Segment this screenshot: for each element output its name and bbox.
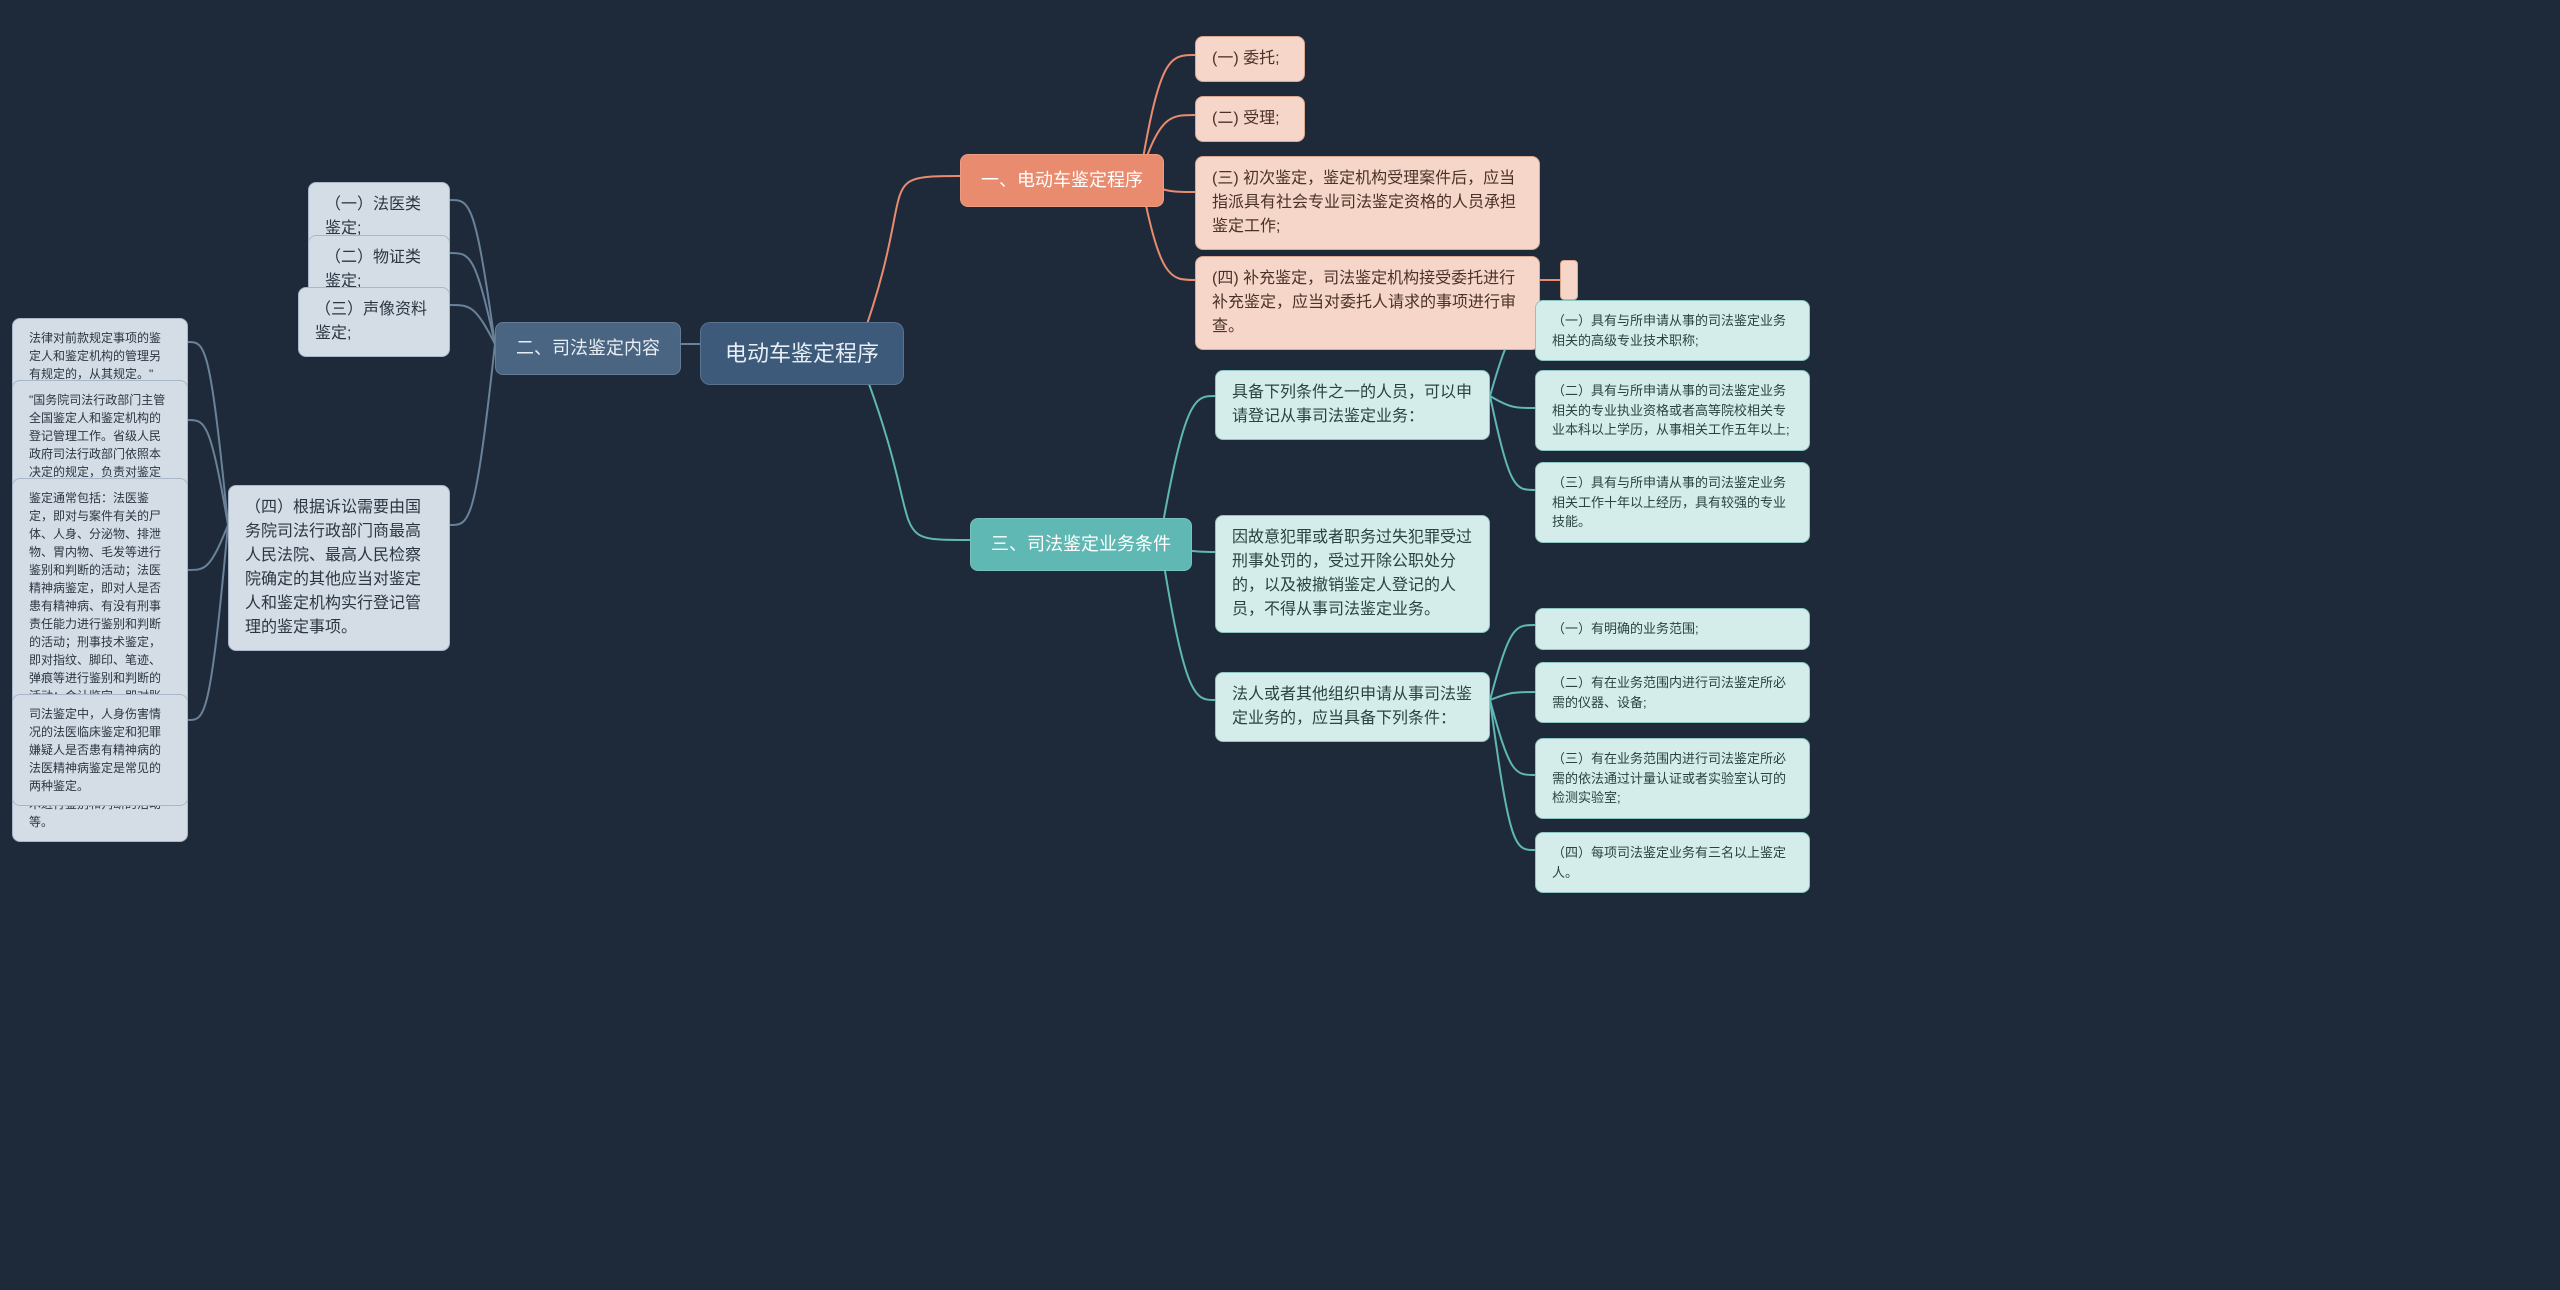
branch1-leaf-1[interactable]: (一) 委托; bbox=[1195, 36, 1305, 82]
branch-3[interactable]: 三、司法鉴定业务条件 bbox=[970, 518, 1192, 571]
branch3-g3-leaf-3[interactable]: （三）有在业务范围内进行司法鉴定所必需的依法通过计量认证或者实验室认可的检测实验… bbox=[1535, 738, 1810, 819]
branch2-leaf-4[interactable]: （四）根据诉讼需要由国务院司法行政部门商最高人民法院、最高人民检察院确定的其他应… bbox=[228, 485, 450, 651]
branch1-leaf-2[interactable]: (二) 受理; bbox=[1195, 96, 1305, 142]
branch3-g1-leaf-1[interactable]: （一）具有与所申请从事的司法鉴定业务相关的高级专业技术职称; bbox=[1535, 300, 1810, 361]
branch3-g3-leaf-4[interactable]: （四）每项司法鉴定业务有三名以上鉴定人。 bbox=[1535, 832, 1810, 893]
root-node[interactable]: 电动车鉴定程序 bbox=[700, 322, 904, 385]
branch3-group3[interactable]: 法人或者其他组织申请从事司法鉴定业务的，应当具备下列条件： bbox=[1215, 672, 1490, 742]
branch-2[interactable]: 二、司法鉴定内容 bbox=[495, 322, 681, 375]
branch1-leaf-4[interactable]: (四) 补充鉴定，司法鉴定机构接受委托进行补充鉴定，应当对委托人请求的事项进行审… bbox=[1195, 256, 1540, 350]
branch3-group1[interactable]: 具备下列条件之一的人员，可以申请登记从事司法鉴定业务： bbox=[1215, 370, 1490, 440]
branch3-g1-leaf-2[interactable]: （二）具有与所申请从事的司法鉴定业务相关的专业执业资格或者高等院校相关专业本科以… bbox=[1535, 370, 1810, 451]
branch-1[interactable]: 一、电动车鉴定程序 bbox=[960, 154, 1164, 207]
branch3-g3-leaf-1[interactable]: （一）有明确的业务范围; bbox=[1535, 608, 1810, 650]
branch1-cap bbox=[1560, 260, 1578, 300]
branch3-group2[interactable]: 因故意犯罪或者职务过失犯罪受过刑事处罚的，受过开除公职处分的，以及被撤销鉴定人登… bbox=[1215, 515, 1490, 633]
branch2-sub-4[interactable]: 司法鉴定中，人身伤害情况的法医临床鉴定和犯罪嫌疑人是否患有精神病的法医精神病鉴定… bbox=[12, 694, 188, 806]
branch3-g1-leaf-3[interactable]: （三）具有与所申请从事的司法鉴定业务相关工作十年以上经历，具有较强的专业技能。 bbox=[1535, 462, 1810, 543]
branch1-leaf-3[interactable]: (三) 初次鉴定，鉴定机构受理案件后，应当指派具有社会专业司法鉴定资格的人员承担… bbox=[1195, 156, 1540, 250]
branch2-leaf-3[interactable]: （三）声像资料鉴定; bbox=[298, 287, 450, 357]
branch3-g3-leaf-2[interactable]: （二）有在业务范围内进行司法鉴定所必需的仪器、设备; bbox=[1535, 662, 1810, 723]
